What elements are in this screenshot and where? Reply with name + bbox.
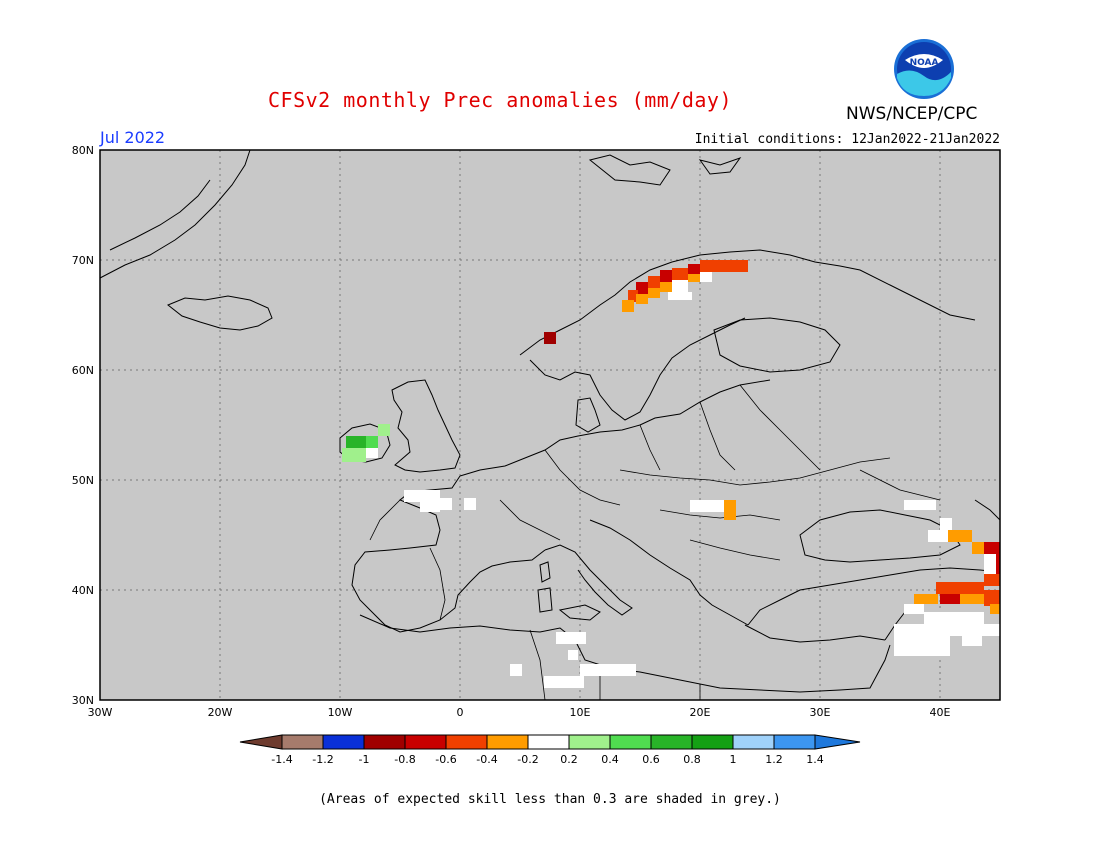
legend-tick: 0.6: [642, 753, 660, 766]
coastlines: [99, 149, 1001, 693]
legend-swatch: [486, 734, 529, 750]
agency-label: NWS/NCEP/CPC: [846, 104, 978, 124]
legend-arrow-left: [239, 734, 283, 750]
legend-arrow-right: [814, 734, 861, 750]
legend-tick: 0.4: [601, 753, 619, 766]
forecast-period: Jul 2022: [100, 128, 166, 147]
lat-axis: 80N 70N 60N 50N 40N 30N: [72, 144, 94, 707]
lat-label: 60N: [72, 364, 94, 377]
legend-swatch: [404, 734, 447, 750]
legend-tick: 1.2: [765, 753, 783, 766]
map-title-text: CFSv2 monthly Prec anomalies (mm/day): [267, 88, 733, 112]
lat-label: 30N: [72, 694, 94, 707]
legend-swatch: [609, 734, 652, 750]
anomaly-cells: [342, 260, 1000, 688]
map-frame: [99, 149, 1001, 701]
legend-ticks: -1.4 -1.2 -1 -0.8 -0.6 -0.4 -0.2 0.2 0.4…: [271, 753, 823, 766]
noaa-logo: NOAA: [894, 39, 954, 99]
legend-swatch: [773, 734, 816, 750]
legend-swatch: [363, 734, 406, 750]
color-legend: [239, 734, 861, 750]
map-background: [100, 150, 1000, 700]
legend-tick: -1.2: [312, 753, 333, 766]
skill-footnote: (Areas of expected skill less than 0.3 a…: [319, 792, 781, 807]
map-title: CFSv2 monthly Prec anomalies (mm/day): [0, 88, 1100, 112]
lat-label: 40N: [72, 584, 94, 597]
legend-tick: -1.4: [271, 753, 292, 766]
lon-label: 0: [457, 706, 464, 719]
legend-swatch: [445, 734, 488, 750]
country-borders: [369, 384, 941, 701]
initial-conditions: Initial conditions: 12Jan2022-21Jan2022: [694, 132, 1000, 147]
lon-label: 30W: [88, 706, 113, 719]
legend-tick: -0.4: [476, 753, 497, 766]
lat-label: 80N: [72, 144, 94, 157]
legend-swatch: [650, 734, 693, 750]
lon-label: 40E: [930, 706, 951, 719]
lat-label: 70N: [72, 254, 94, 267]
lon-label: 20E: [690, 706, 711, 719]
lon-label: 10E: [570, 706, 591, 719]
lon-label: 20W: [208, 706, 233, 719]
legend-tick: -0.2: [517, 753, 538, 766]
legend-swatch: [527, 734, 570, 750]
legend-tick: -0.8: [394, 753, 415, 766]
legend-swatch: [568, 734, 611, 750]
lon-axis: 30W 20W 10W 0 10E 20E 30E 40E: [88, 706, 951, 719]
legend-tick: 0.2: [560, 753, 578, 766]
legend-swatch: [691, 734, 734, 750]
legend-tick: 1.4: [806, 753, 824, 766]
lat-label: 50N: [72, 474, 94, 487]
logo-text: NOAA: [910, 58, 939, 68]
lon-label: 10W: [328, 706, 353, 719]
legend-swatch: [732, 734, 775, 750]
legend-tick: -1: [359, 753, 370, 766]
legend-swatch: [322, 734, 365, 750]
legend-tick: 1: [730, 753, 737, 766]
legend-swatch: [281, 734, 324, 750]
legend-tick: -0.6: [435, 753, 456, 766]
legend-tick: 0.8: [683, 753, 701, 766]
lon-label: 30E: [810, 706, 831, 719]
